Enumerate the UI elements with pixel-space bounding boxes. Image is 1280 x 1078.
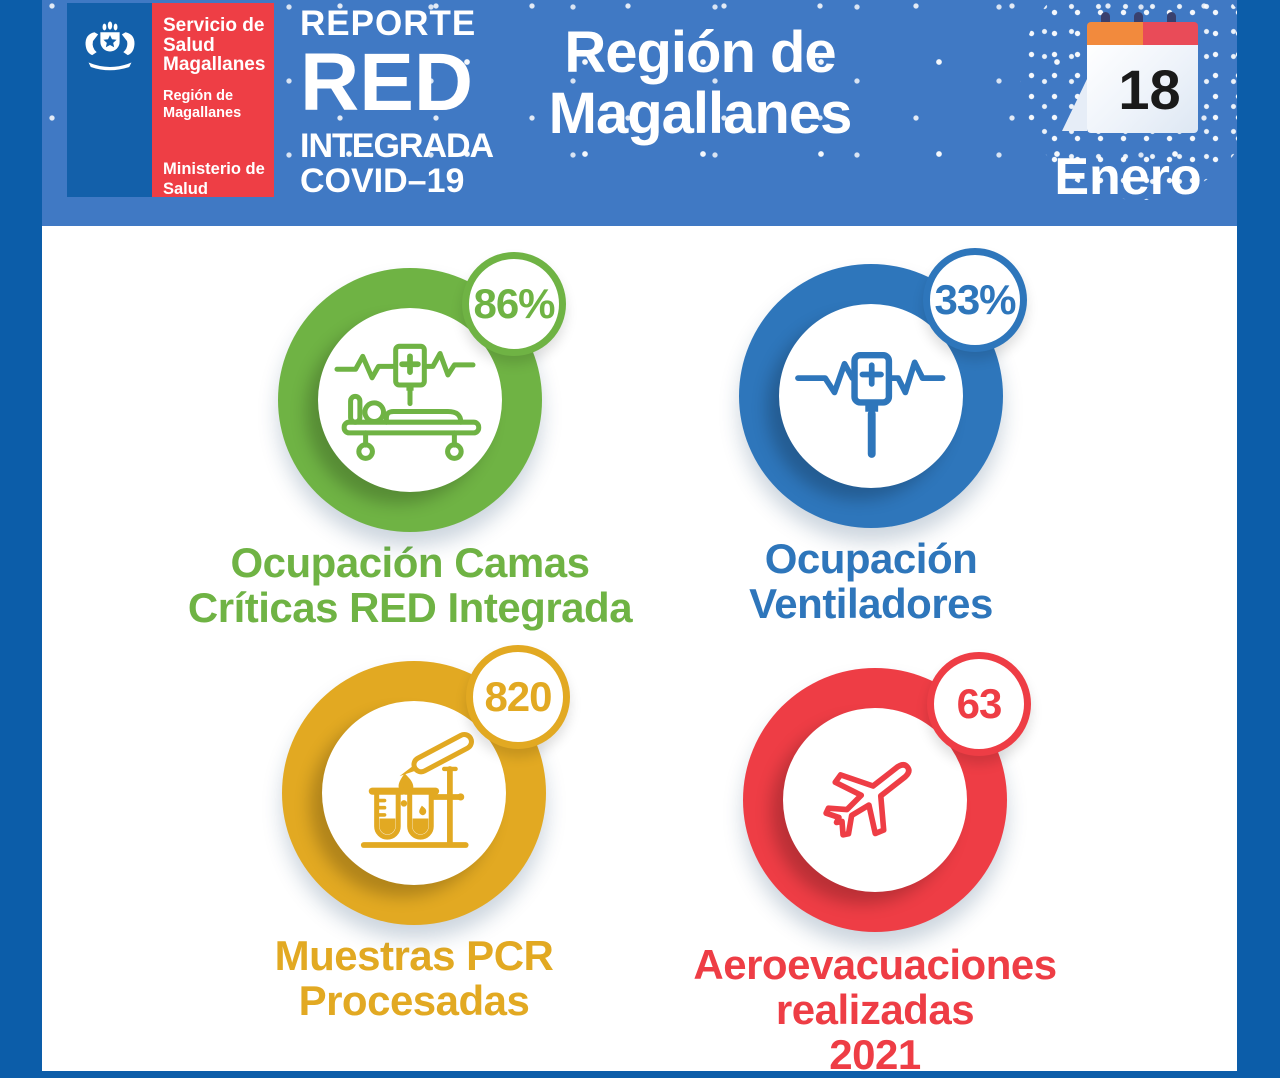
stat-disc (779, 304, 963, 488)
stat-value-badge: 63 (927, 652, 1031, 756)
stat-value-badge: 86% (462, 252, 566, 356)
logo-region-name: Región de Magallanes (163, 87, 242, 122)
stat-ring: 820 (282, 645, 570, 925)
logo-ministry-name: Ministerio de Salud (163, 159, 265, 198)
stat-camas-criticas: 86% Ocupación Camas Críticas RED Integra… (110, 252, 710, 631)
stat-disc (783, 708, 967, 892)
stat-ring: 63 (743, 652, 1031, 932)
report-line-covid: COVID–19 (300, 162, 465, 200)
stat-ring: 33% (739, 248, 1027, 528)
report-line-red: RED (300, 37, 474, 128)
stat-aeroevacuaciones: 63 Aeroevacuaciones realizadas 2021 (575, 652, 1175, 1078)
stat-value: 820 (484, 673, 552, 720)
pcr-samples-icon (360, 732, 474, 848)
header-banner: Servicio de Salud Magallanes Región de M… (42, 0, 1237, 226)
report-line-integrada: INTEGRADA (300, 127, 494, 165)
stat-label: Muestras PCR Procesadas (274, 932, 554, 1024)
stat-value-badge: 820 (466, 645, 570, 749)
stat-disc (318, 308, 502, 492)
stat-label: Ocupación Ventiladores (749, 535, 993, 627)
calendar-header-orange (1087, 22, 1143, 45)
report-title-block: REPORTE RED INTEGRADA COVID–19 (300, 0, 530, 226)
calendar-header-red (1142, 22, 1198, 45)
ventilator-icon (795, 351, 946, 458)
report-line-reporte: REPORTE (300, 4, 477, 43)
stat-value: 33% (934, 276, 1016, 323)
calendar-header (1087, 22, 1198, 45)
left-border-strip (0, 0, 42, 1071)
stat-value-badge: 33% (923, 248, 1027, 352)
stat-label: Aeroevacuaciones realizadas 2021 (693, 941, 1057, 1078)
calendar-icon: 18 (1062, 12, 1202, 138)
ministry-logo: Servicio de Salud Magallanes Región de M… (67, 3, 274, 198)
logo-blue-panel (67, 3, 152, 197)
airplane-icon (823, 761, 912, 838)
calendar-body: 18 (1062, 45, 1198, 133)
calendar-page-curl (1062, 79, 1087, 131)
right-border-strip (1237, 0, 1280, 1071)
calendar-month: Enero (1054, 148, 1202, 206)
calendar-day: 18 (1118, 57, 1181, 121)
stat-disc (322, 701, 506, 885)
stat-label: Ocupación Camas Críticas RED Integrada (187, 539, 633, 631)
stat-ventiladores: 33% Ocupación Ventiladores (571, 248, 1171, 627)
stat-muestras-pcr: 820 Muestras PCR Procesadas (114, 645, 714, 1024)
page-title: Región de Magallanes (548, 20, 853, 146)
star-icon (102, 35, 117, 48)
logo-service-name: Servicio de Salud Magallanes (163, 15, 266, 75)
stat-value: 86% (473, 280, 555, 327)
logo-red-panel: Servicio de Salud Magallanes Región de M… (152, 3, 274, 198)
stats-card: 86% Ocupación Camas Críticas RED Integra… (42, 226, 1237, 1077)
critical-bed-icon (334, 343, 482, 461)
stat-value: 63 (956, 680, 1003, 727)
chile-coat-of-arms-icon (85, 21, 134, 71)
stat-ring: 86% (278, 252, 566, 532)
